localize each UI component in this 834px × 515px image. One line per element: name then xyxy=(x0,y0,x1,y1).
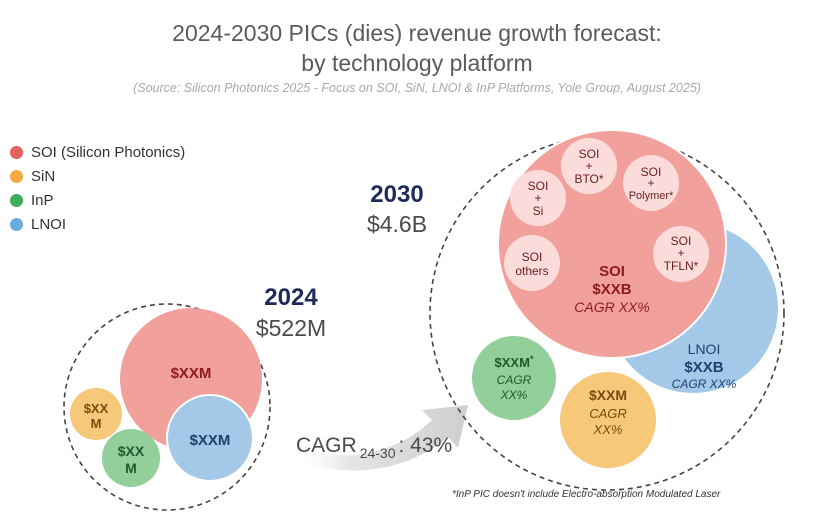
legend-label-soi: SOI (Silicon Photonics) xyxy=(31,143,186,161)
total-2024: $522M xyxy=(256,315,326,341)
label-2030-sin-value: $XXM xyxy=(589,387,627,403)
label-2030-inp-cagr1: CAGR xyxy=(497,373,532,387)
label-2024-sin-line1: $XX xyxy=(84,401,109,416)
cagr-value: : 43% xyxy=(399,434,453,457)
legend-item-soi: SOI (Silicon Photonics) xyxy=(10,140,185,164)
soi-others-line1: SOI xyxy=(522,250,543,264)
soi-tfln-line2: + xyxy=(677,246,684,260)
cluster-2024-boundary xyxy=(63,303,271,511)
chart-title-line1: 2024-2030 PICs (dies) revenue growth for… xyxy=(172,20,662,46)
label-2030-soi-cagr: CAGR XX% xyxy=(574,299,649,315)
label-2030-soi-value: $XXB xyxy=(592,281,631,298)
label-2030-inp-value: $XXM* xyxy=(495,354,534,370)
cagr-sub: 24-30 xyxy=(360,445,396,461)
legend-dot-soi xyxy=(10,145,23,159)
footnote: *InP PIC doesn't include Electro-absorpt… xyxy=(452,489,721,500)
soi-polymer-line3: Polymer* xyxy=(629,190,674,202)
soi-bto-line2: + xyxy=(585,159,592,173)
bubble-2024-inp xyxy=(102,429,160,487)
bubble-soi-si xyxy=(510,170,566,226)
legend-dot-lnoi xyxy=(10,217,23,231)
growth-arrow xyxy=(288,405,468,471)
total-2030: $4.6B xyxy=(367,211,427,237)
label-2030-lnoi-name: LNOI xyxy=(688,341,721,357)
cluster-2030-boundary xyxy=(429,135,785,491)
label-2024-lnoi: $XXM xyxy=(190,432,231,449)
bubble-soi-others xyxy=(504,235,560,291)
bubble-soi-polymer xyxy=(623,155,679,211)
label-2030-sin-cagr1: CAGR xyxy=(589,406,627,421)
source-note: (Source: Silicon Photonics 2025 - Focus … xyxy=(133,81,701,95)
soi-bto-line1: SOI xyxy=(579,147,600,161)
soi-tfln-line3: TFLN* xyxy=(664,259,699,273)
soi-polymer-line2: + xyxy=(647,176,654,190)
bubble-soi-bto xyxy=(561,138,617,194)
inp-value-star: * xyxy=(530,354,534,364)
label-2024-sin-line2: M xyxy=(91,416,102,431)
legend-dot-sin xyxy=(10,169,23,183)
legend: SOI (Silicon Photonics) SiN InP LNOI xyxy=(10,140,185,236)
soi-si-line2: + xyxy=(534,191,541,205)
year-2024: 2024 xyxy=(264,284,318,311)
bubble-2030-sin xyxy=(560,372,656,468)
bubble-2030-inp xyxy=(472,336,556,420)
label-2024-soi: $XXM xyxy=(171,365,212,382)
legend-label-inp: InP xyxy=(31,191,54,209)
label-2030-soi-name: SOI xyxy=(599,263,625,280)
legend-dot-inp xyxy=(10,193,23,207)
legend-item-inp: InP xyxy=(10,188,185,212)
bubble-2024-lnoi xyxy=(166,394,254,482)
label-2030-lnoi-value: $XXB xyxy=(684,359,723,376)
soi-tfln-line1: SOI xyxy=(671,234,692,248)
cagr-prefix: CAGR xyxy=(296,434,357,457)
inp-value-text: $XXM xyxy=(495,355,530,370)
cagr-label: CAGR 24-30: 43% xyxy=(296,434,452,461)
bubble-2024-sin xyxy=(70,388,122,440)
legend-label-sin: SiN xyxy=(31,167,56,185)
label-2024-inp-line2: M xyxy=(125,460,137,476)
year-2030: 2030 xyxy=(370,181,423,208)
legend-item-lnoi: LNOI xyxy=(10,212,185,236)
legend-item-sin: SiN xyxy=(10,164,185,188)
soi-bto-line3: BTO* xyxy=(574,172,603,186)
legend-label-lnoi: LNOI xyxy=(31,215,67,233)
label-2024-inp-line1: $XX xyxy=(118,443,145,459)
bubble-soi-tfln xyxy=(653,226,709,282)
soi-si-line3: Si xyxy=(533,204,544,218)
label-2030-sin-cagr2: XX% xyxy=(593,422,623,437)
soi-others-line2: others xyxy=(515,264,548,278)
label-2030-lnoi-cagr: CAGR XX% xyxy=(672,377,737,391)
soi-si-line1: SOI xyxy=(528,179,549,193)
label-2030-inp-cagr2: XX% xyxy=(500,388,528,402)
soi-polymer-line1: SOI xyxy=(641,165,662,179)
chart-title-line2: by technology platform xyxy=(301,50,533,76)
